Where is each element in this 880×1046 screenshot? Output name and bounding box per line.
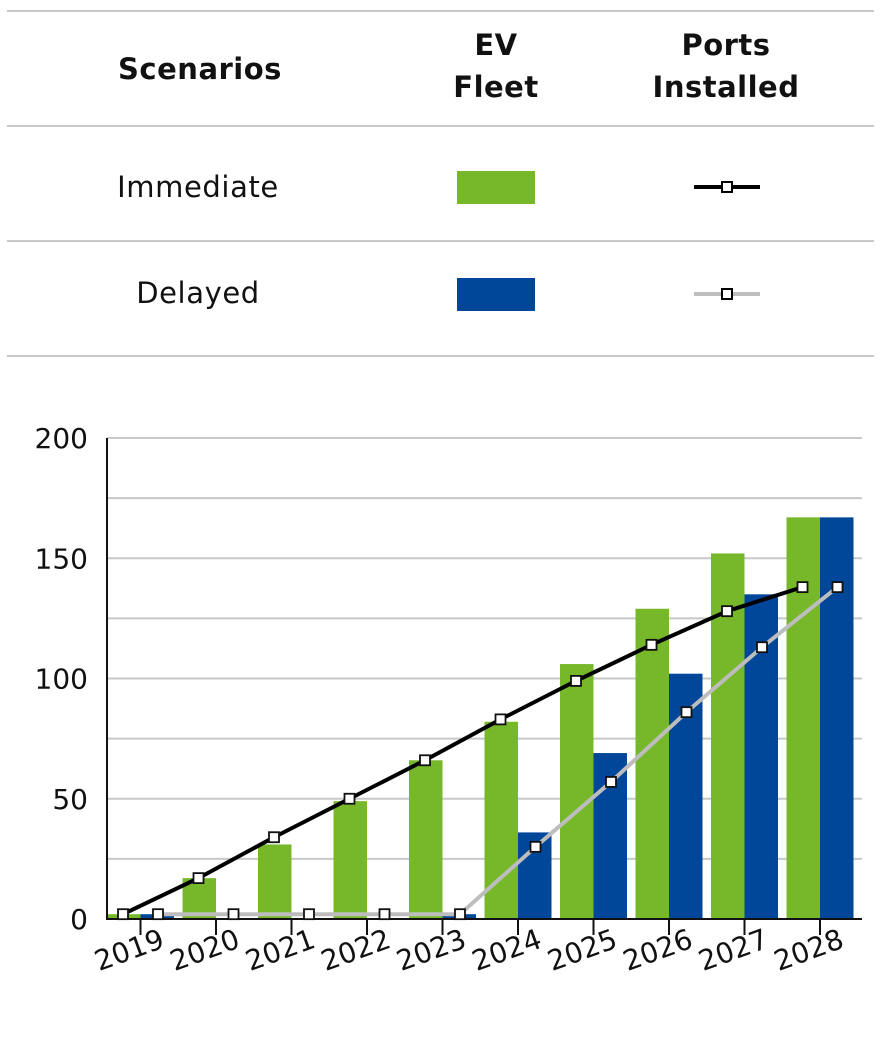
line-delayed-ports xyxy=(158,585,839,917)
x-tick-label: 2022 xyxy=(317,922,395,977)
header-scenarios: Scenarios xyxy=(118,52,282,86)
table-rule-middle xyxy=(7,240,874,242)
x-tick-label: 2021 xyxy=(241,922,319,977)
marker-immediate-2019 xyxy=(117,908,129,921)
bar-immediate-2021 xyxy=(258,844,292,919)
line-immediate-ports xyxy=(122,585,804,916)
marker-delayed-2024 xyxy=(529,840,542,853)
marker-immediate-2028 xyxy=(796,581,809,594)
bar-immediate-2022 xyxy=(333,801,367,919)
x-tick-label: 2025 xyxy=(543,922,621,977)
y-tick-label: 0 xyxy=(70,903,88,936)
line-symbol-immediate xyxy=(694,181,760,193)
header-ev-fleet-text: EV Fleet xyxy=(453,28,539,104)
swatch-immediate-ev-fleet xyxy=(457,171,535,204)
marker-delayed-2019 xyxy=(152,908,164,921)
marker-delayed-2022 xyxy=(378,908,391,921)
x-tick-label: 2019 xyxy=(90,922,168,977)
bar-immediate-2023 xyxy=(409,760,443,919)
bar-immediate-2028 xyxy=(786,517,820,919)
marker-delayed-2025 xyxy=(605,776,617,788)
legend-table: Scenarios EV Fleet Ports Installed Immed… xyxy=(0,0,880,360)
x-tick-label: 2026 xyxy=(619,922,697,977)
table-rule-bottom xyxy=(7,355,874,357)
y-tick-label: 200 xyxy=(35,422,88,455)
swatch-delayed-ev-fleet xyxy=(457,278,535,311)
x-tick-label: 2020 xyxy=(166,922,244,977)
x-tick-label: 2028 xyxy=(770,922,848,977)
marker-delayed-2027 xyxy=(756,641,768,654)
y-tick-label: 50 xyxy=(52,783,88,816)
row-label-delayed: Delayed xyxy=(136,276,260,310)
x-tick-label: 2024 xyxy=(468,922,546,977)
table-rule-top xyxy=(7,10,874,12)
marker-delayed-2028 xyxy=(831,581,844,594)
marker-immediate-2025 xyxy=(570,675,582,687)
marker-immediate-2027 xyxy=(721,605,733,618)
marker-immediate-2024 xyxy=(494,713,507,726)
y-tick-label: 150 xyxy=(35,542,88,575)
marker-immediate-2021 xyxy=(268,831,280,844)
bar-immediate-2025 xyxy=(560,664,594,919)
bar-immediate-2026 xyxy=(635,608,669,919)
marker-delayed-2021 xyxy=(303,908,315,921)
y-tick-label: 100 xyxy=(35,663,88,696)
x-tick-label: 2027 xyxy=(694,922,772,977)
header-ports-installed-text: Ports Installed xyxy=(652,28,800,104)
x-tick-label: 2023 xyxy=(392,922,470,977)
marker-delayed-2026 xyxy=(680,706,693,719)
header-ev-fleet: EV Fleet xyxy=(436,24,556,108)
line-symbol-delayed xyxy=(694,288,760,300)
marker-delayed-2020 xyxy=(227,908,240,921)
marker-immediate-2022 xyxy=(343,792,356,805)
marker-immediate-2020 xyxy=(192,872,205,885)
marker-immediate-2023 xyxy=(419,754,431,767)
bar-delayed-2028 xyxy=(820,517,854,919)
header-ports-installed: Ports Installed xyxy=(636,24,816,108)
table-rule-header xyxy=(7,125,874,127)
row-label-immediate: Immediate xyxy=(117,170,279,204)
marker-immediate-2026 xyxy=(645,638,658,651)
marker-delayed-2023 xyxy=(454,908,466,921)
